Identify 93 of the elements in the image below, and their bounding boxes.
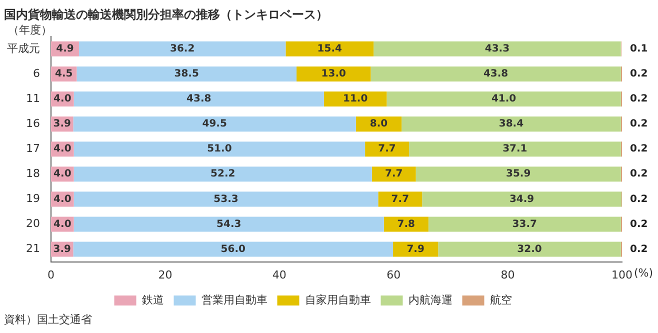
bar — [74, 216, 384, 232]
data-label: 41.0 — [491, 94, 516, 105]
bar — [372, 166, 416, 182]
text: 資料）国土交通省 — [4, 312, 93, 327]
data-label: 4.5 — [54, 68, 73, 80]
data-label: 8.0 — [370, 118, 388, 130]
data-label: 54.3 — [216, 218, 242, 230]
bar — [416, 166, 621, 182]
data-label: 15.4 — [317, 44, 342, 55]
data-label: 7.7 — [391, 194, 410, 205]
data-label: 43.3 — [484, 44, 510, 55]
bar — [74, 166, 372, 182]
x-tick-label: 20 — [158, 268, 172, 282]
bar — [393, 242, 438, 257]
x-tick-label: 80 — [500, 268, 515, 282]
bar — [286, 41, 374, 56]
legend-label: 鉄道 — [142, 293, 164, 306]
x-tick-label: 40 — [272, 268, 286, 282]
legend-label: 内航海運 — [408, 293, 452, 306]
x-tick-label: 100 — [612, 268, 632, 282]
bar — [73, 116, 356, 132]
bar — [296, 66, 371, 82]
y-tick-label: 18 — [26, 167, 40, 180]
data-label: 4.0 — [54, 194, 72, 205]
bar — [370, 66, 621, 82]
bar — [78, 41, 286, 56]
data-label: 4.0 — [54, 94, 72, 105]
bar — [409, 142, 621, 157]
bar — [438, 242, 621, 257]
data-label: 52.2 — [210, 168, 236, 180]
x-tick-label: 0 — [48, 268, 54, 282]
bar — [74, 192, 378, 207]
bar — [422, 192, 622, 207]
bar — [74, 92, 324, 107]
data-label: 33.7 — [512, 218, 538, 230]
data-label: 0.2 — [630, 68, 648, 80]
data-label: 0.2 — [630, 144, 648, 155]
data-label: 0.2 — [630, 94, 648, 105]
x-axis-title: (%) — [634, 266, 654, 280]
data-label: 7.7 — [385, 168, 403, 180]
y-axis-title: （年度） — [8, 23, 52, 36]
y-tick-label: 16 — [26, 116, 40, 130]
data-label: 0.2 — [630, 194, 648, 205]
y-tick-label: 19 — [26, 192, 40, 206]
data-label: 49.5 — [202, 118, 227, 130]
data-label: 56.0 — [220, 244, 246, 255]
data-label: 43.8 — [483, 68, 508, 80]
bar — [374, 41, 621, 56]
data-label: 43.8 — [186, 94, 212, 105]
data-label: 4.0 — [54, 168, 72, 180]
bar — [73, 242, 394, 257]
y-tick-label: 20 — [26, 217, 40, 230]
data-label: 0.1 — [630, 44, 648, 55]
y-tick-label: 平成元 — [7, 42, 40, 55]
chart-title: 国内貨物輸送の輸送機関別分担率の推移（トンキロベース） — [4, 7, 328, 22]
data-label: 0.2 — [630, 244, 648, 255]
data-label: 0.2 — [630, 118, 648, 130]
legend-label: 自家用自動車 — [304, 293, 371, 306]
data-label: 4.0 — [54, 144, 72, 155]
data-label: 11.0 — [343, 94, 368, 105]
data-label: 0.2 — [630, 218, 648, 230]
x-tick-label: 60 — [386, 268, 401, 282]
data-label: 51.0 — [207, 144, 232, 155]
y-tick-label: 6 — [33, 66, 40, 80]
data-label: 7.7 — [378, 144, 396, 155]
data-label: 7.9 — [406, 244, 424, 255]
bar — [365, 142, 410, 157]
data-label: 3.9 — [53, 244, 72, 255]
data-label: 7.8 — [397, 218, 416, 230]
bar — [76, 66, 297, 82]
y-tick-label: 17 — [26, 142, 40, 155]
data-label: 53.3 — [214, 194, 238, 205]
data-label: 38.5 — [174, 68, 199, 80]
data-label: 32.0 — [517, 244, 542, 255]
data-label: 3.9 — [53, 118, 72, 130]
data-label: 35.9 — [506, 168, 531, 180]
data-label: 0.2 — [630, 168, 648, 180]
data-label: 36.2 — [170, 44, 195, 55]
data-label: 37.1 — [502, 144, 528, 155]
data-label: 34.9 — [509, 194, 534, 205]
data-label: 13.0 — [321, 68, 346, 80]
data-label: 4.9 — [56, 44, 74, 55]
data-label: 38.4 — [498, 118, 524, 130]
bar — [74, 142, 366, 157]
bar — [386, 92, 621, 107]
y-tick-label: 21 — [26, 242, 40, 256]
legend-label: 営業用自動車 — [201, 293, 268, 306]
legend-label: 航空 — [490, 293, 512, 306]
bar — [378, 192, 422, 207]
data-label: 4.0 — [54, 218, 72, 230]
bar — [428, 216, 621, 232]
bar — [402, 116, 621, 132]
y-tick-label: 11 — [26, 92, 40, 105]
